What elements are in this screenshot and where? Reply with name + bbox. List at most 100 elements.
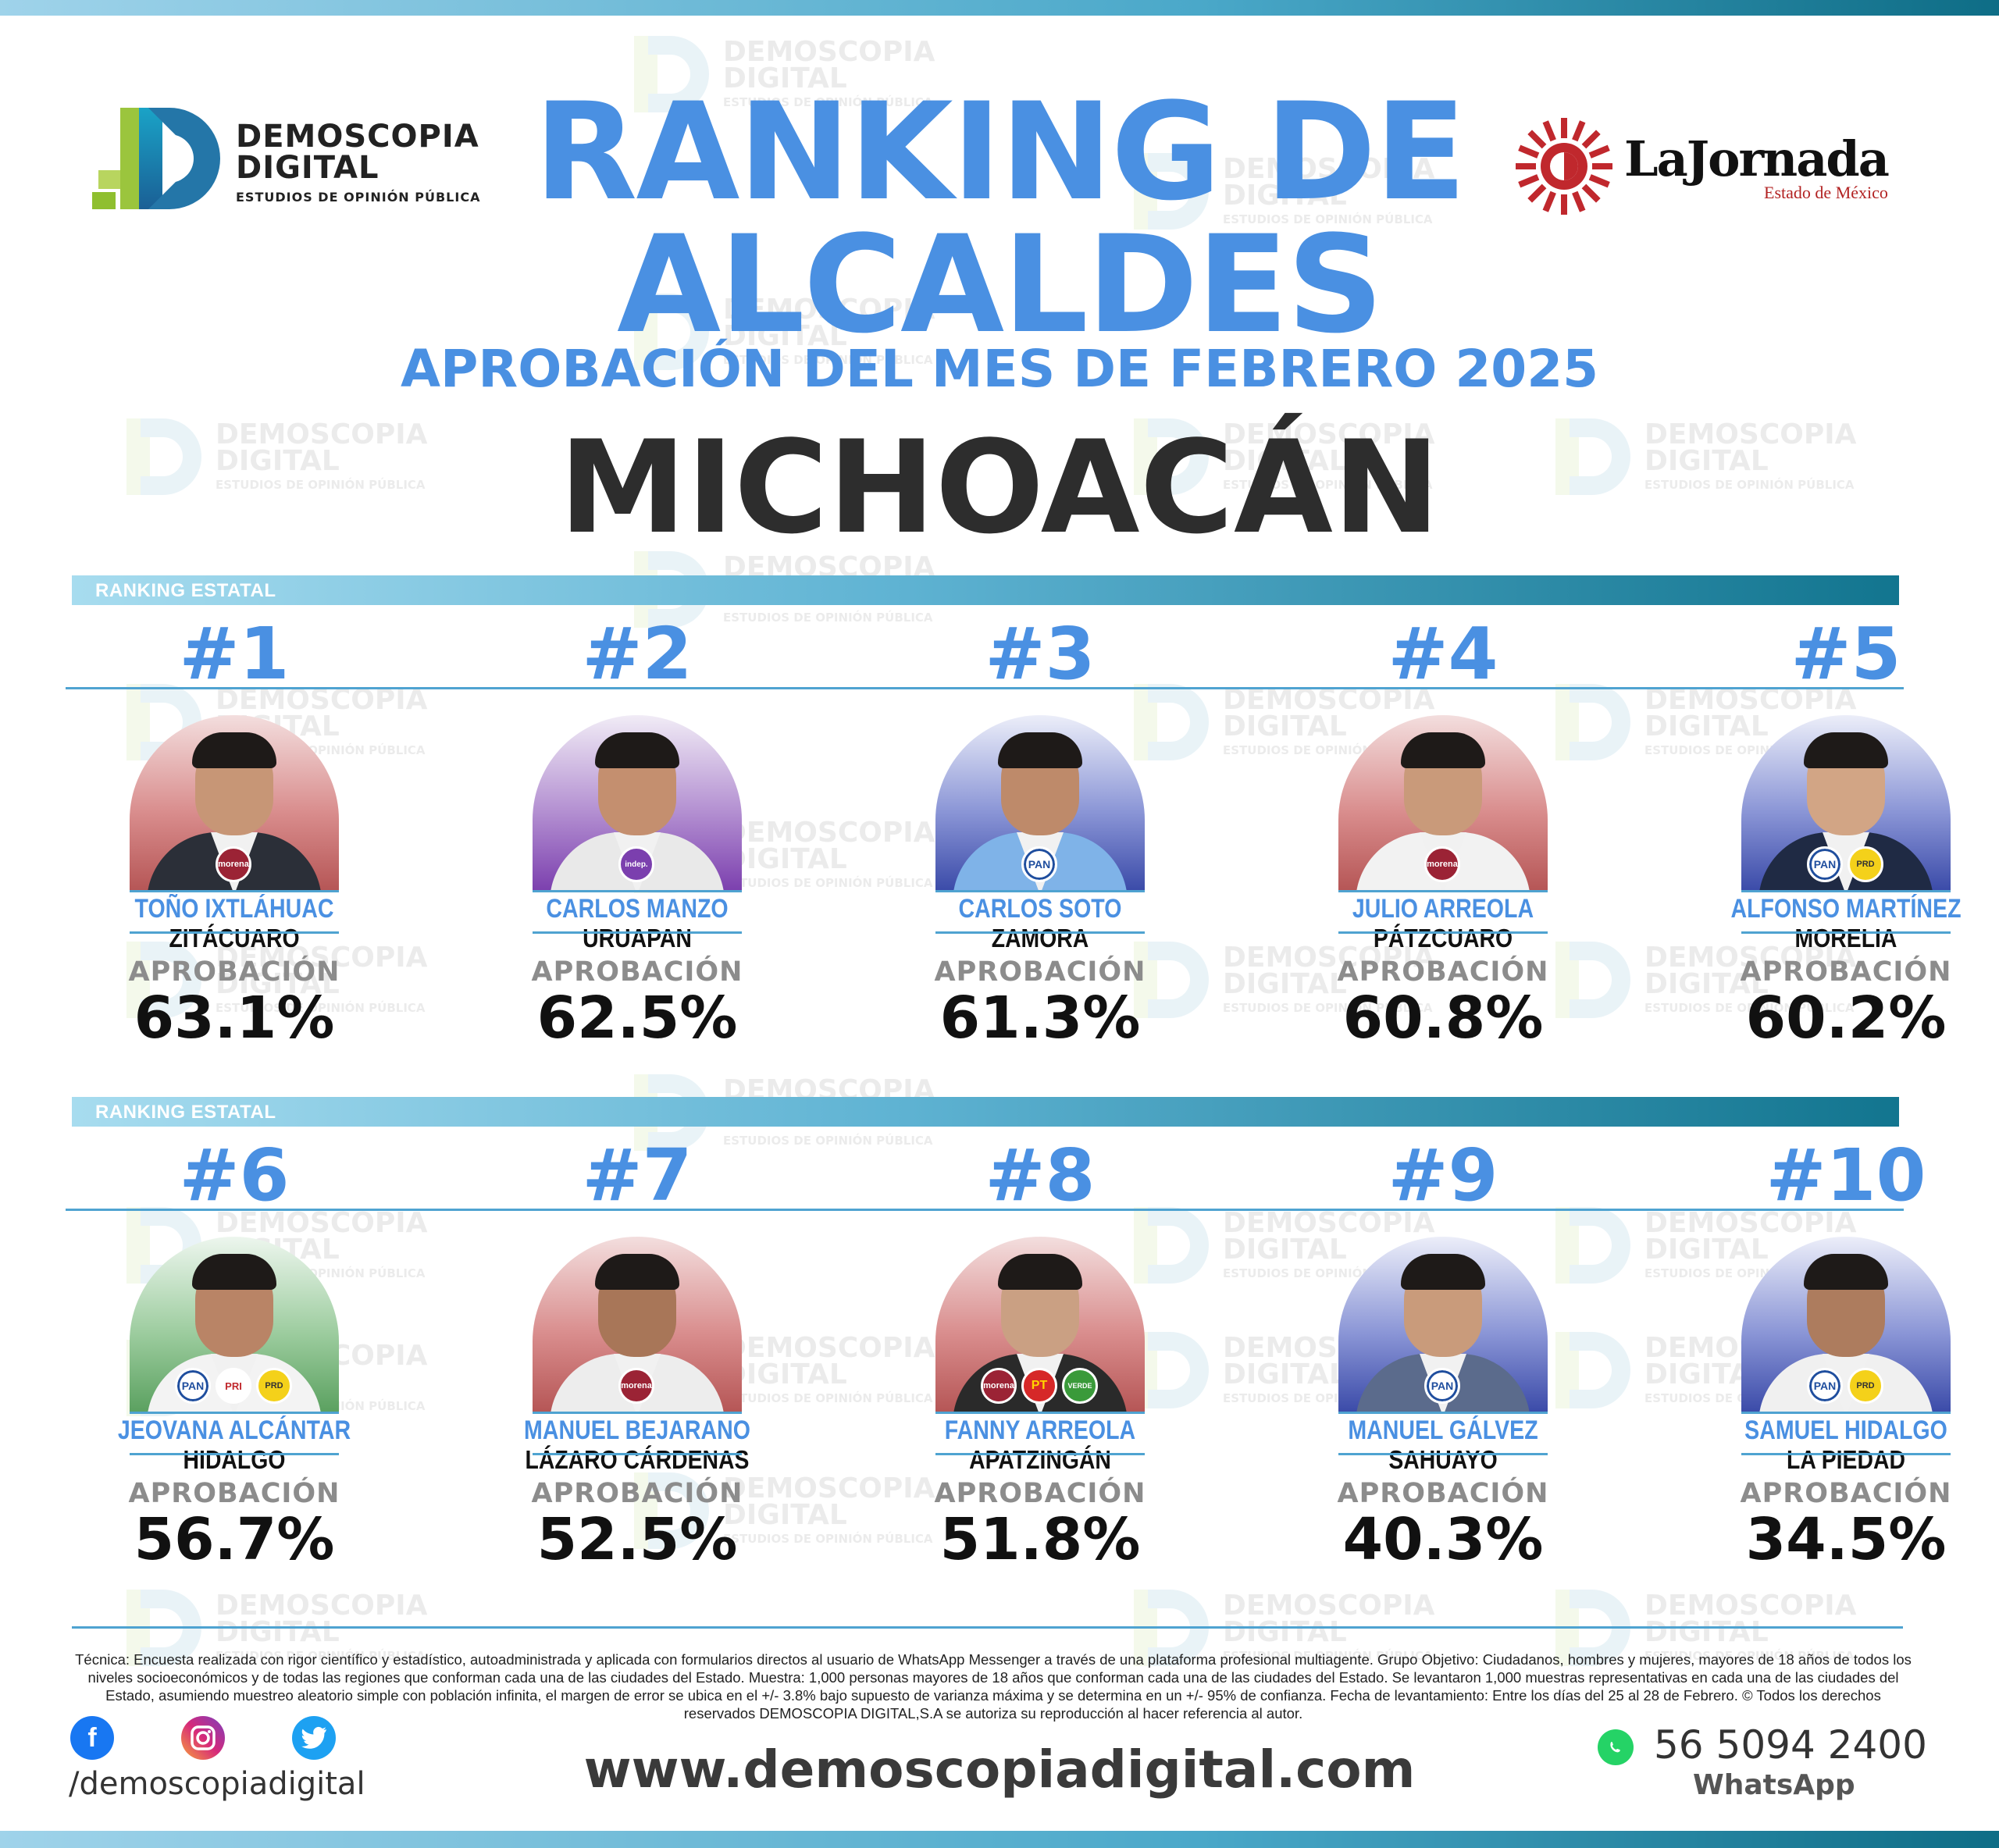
twitter-icon[interactable] — [292, 1716, 336, 1760]
methodology-text: Técnica: Encuesta realizada con rigor ci… — [75, 1651, 1912, 1722]
whatsapp-label: WhatsApp — [1693, 1769, 1855, 1801]
approval-value: 51.8% — [939, 1506, 1141, 1573]
city-divider — [935, 931, 1145, 934]
sun-icon — [1513, 116, 1615, 217]
mayor-photo: PAN — [1338, 1237, 1548, 1413]
lajornada-logo: LaJornada Estado de México — [1513, 116, 1890, 217]
mayor-card: #4 morena JULIO ARREOLA PÁTZCUARO APROBA… — [1302, 612, 1584, 1050]
mayor-city: SAHUAYO — [1388, 1445, 1498, 1474]
city-divider — [130, 931, 339, 934]
approval-value: 60.8% — [1342, 985, 1544, 1052]
city-divider — [1741, 1453, 1951, 1455]
mayor-name: ALFONSO MARTÍNEZ — [1730, 894, 1962, 924]
whatsapp-icon[interactable] — [1598, 1729, 1634, 1765]
mayor-photo: morena — [130, 715, 339, 892]
rank-number: #7 — [582, 1134, 693, 1217]
rank-number: #5 — [1791, 612, 1901, 696]
instagram-icon[interactable] — [181, 1716, 225, 1760]
rank-number: #3 — [985, 612, 1096, 696]
phone-number[interactable]: 56 5094 2400 — [1654, 1722, 1927, 1768]
mayor-card: #10 PAN PRD SAMUEL HIDALGO LA PIEDAD APRO… — [1705, 1134, 1987, 1572]
mayor-city: HIDALGO — [183, 1445, 286, 1474]
approval-value: 34.5% — [1745, 1506, 1947, 1573]
rank-number: #10 — [1766, 1134, 1926, 1217]
section-label: RANKING ESTATAL — [95, 580, 276, 601]
city-divider — [1338, 931, 1548, 934]
approval-label: APROBACIÓN — [531, 1478, 743, 1509]
approval-value: 63.1% — [134, 985, 335, 1052]
mayor-name: CARLOS SOTO — [958, 894, 1122, 924]
rank-number: #9 — [1388, 1134, 1498, 1217]
rank-number: #4 — [1388, 612, 1498, 696]
party-badge-pan: PAN — [1021, 846, 1057, 882]
mayor-city: URUAPAN — [583, 924, 692, 952]
facebook-icon[interactable]: f — [70, 1716, 114, 1760]
rank-number: #6 — [179, 1134, 290, 1217]
mayor-card: #1 morena TOÑO IXTLÁHUAC ZITÁCUARO APROB… — [94, 615, 375, 1050]
mayor-name: MANUEL BEJARANO — [524, 1415, 750, 1445]
party-badge-prd: PRD — [1848, 846, 1883, 882]
mayor-photo: PAN PRD — [1741, 1237, 1951, 1413]
brand-tagline: ESTUDIOS DE OPINIÓN PÚBLICA — [236, 189, 481, 205]
mayor-name: SAMUEL HIDALGO — [1744, 1415, 1947, 1445]
party-badge-morena: morena — [618, 1368, 654, 1404]
approval-label: APROBACIÓN — [1337, 956, 1549, 988]
approval-value: 60.2% — [1745, 985, 1947, 1052]
mayor-photo: PAN — [935, 715, 1145, 892]
approval-value: 61.3% — [939, 985, 1141, 1052]
mayor-city: APATZINGÁN — [969, 1445, 1111, 1474]
rank-divider — [66, 1209, 1904, 1211]
title-line1: RANKING DE — [533, 73, 1466, 230]
mayor-name: MANUEL GÁLVEZ — [1348, 1415, 1538, 1445]
jornada-name: LaJornada — [1624, 130, 1890, 187]
city-divider — [130, 1453, 339, 1455]
city-divider — [533, 1453, 742, 1455]
approval-label: APROBACIÓN — [1740, 956, 1952, 988]
name-divider — [935, 1412, 1145, 1414]
footer-divider — [72, 1626, 1903, 1629]
bottom-stripe — [0, 1831, 1999, 1848]
approval-label: APROBACIÓN — [1740, 1478, 1952, 1509]
mayor-name: TOÑO IXTLÁHUAC — [134, 894, 334, 924]
approval-value: 62.5% — [536, 985, 738, 1052]
mayor-card: #7 morena MANUEL BEJARANO LÁZARO CÁRDENA… — [497, 1134, 778, 1572]
name-divider — [130, 1412, 339, 1414]
mayor-card: #5 PAN PRD ALFONSO MARTÍNEZ MORELIA APROB… — [1705, 612, 1987, 1050]
social-links: f — [70, 1716, 336, 1760]
approval-label: APROBACIÓN — [128, 1478, 340, 1509]
name-divider — [533, 1412, 742, 1414]
name-divider — [1741, 890, 1951, 892]
party-badge-independiente: indep. — [618, 846, 654, 882]
approval-label: APROBACIÓN — [531, 956, 743, 988]
party-badge-morena: morena — [216, 846, 251, 882]
mayor-card: #8 morena PT VERDE FANNY ARREOLA APATZINGÁ… — [900, 1134, 1181, 1572]
approval-value: 56.7% — [134, 1506, 335, 1573]
brand-line1: DEMOSCOPIA — [236, 118, 479, 155]
party-badge-pan: PAN — [175, 1368, 211, 1404]
approval-value: 40.3% — [1342, 1506, 1544, 1573]
name-divider — [1741, 1412, 1951, 1414]
rank-number: #2 — [582, 612, 693, 696]
name-divider — [130, 890, 339, 892]
name-divider — [1338, 1412, 1548, 1414]
mayor-name: JEOVANA ALCÁNTAR — [117, 1415, 351, 1445]
mayor-city: ZAMORA — [991, 924, 1089, 952]
party-badge-prd: PRD — [256, 1368, 292, 1404]
section-bar-2: RANKING ESTATAL — [72, 1097, 1899, 1127]
mayor-city: LA PIEDAD — [1787, 1445, 1905, 1474]
party-badge-pt: PT — [1021, 1368, 1057, 1404]
mayor-photo: morena PT VERDE — [935, 1237, 1145, 1413]
section-bar-1: RANKING ESTATAL — [72, 575, 1899, 605]
rank-divider — [66, 687, 1904, 689]
social-handle[interactable]: /demoscopiadigital — [69, 1766, 365, 1802]
rank-number: #8 — [985, 1134, 1096, 1217]
party-badge-pan: PAN — [1807, 1368, 1843, 1404]
demoscopia-d-icon — [92, 108, 225, 217]
party-badge-prd: PRD — [1848, 1368, 1883, 1404]
region-title: MICHOACÁN — [558, 413, 1441, 562]
jornada-sub: Estado de México — [1764, 182, 1888, 202]
party-badge-pan: PAN — [1807, 846, 1843, 882]
subtitle: APROBACIÓN DEL MES DE FEBRERO 2025 — [400, 339, 1599, 399]
party-badge-morena: morena — [981, 1368, 1017, 1404]
website-link[interactable]: www.demoscopiadigital.com — [583, 1739, 1416, 1800]
